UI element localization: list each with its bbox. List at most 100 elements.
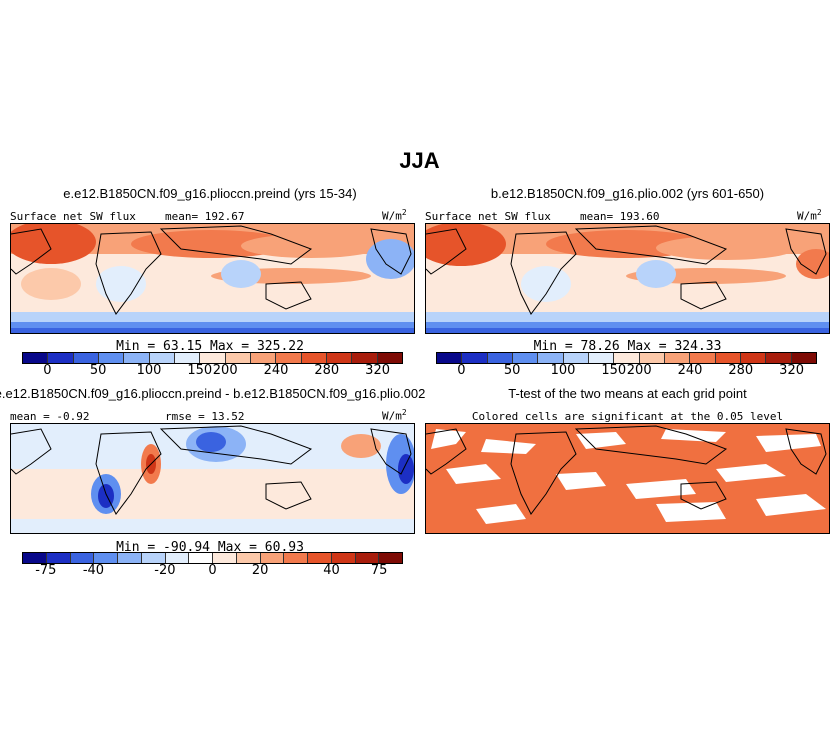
panel-1-colorbar-ticks: 0 50 100 150 200 240 280 320 — [22, 363, 403, 379]
panel-3-rmse: rmse = 13.52 — [165, 410, 245, 423]
colorbar-swatch — [46, 553, 71, 563]
panel-1-title: e.e12.B1850CN.f09_g16.plioccn.preind (yr… — [63, 186, 357, 201]
colorbar-tick-label: 240 — [677, 363, 703, 378]
panel-3-field — [11, 424, 414, 533]
colorbar-swatch — [588, 353, 615, 363]
colorbar-swatch — [740, 353, 767, 363]
colorbar-tick-label: 320 — [365, 363, 391, 378]
colorbar-tick-label: 50 — [89, 363, 107, 378]
colorbar-swatch — [487, 353, 513, 363]
panel-3-mean: mean = -0.92 — [10, 410, 90, 423]
panel-1-map — [10, 223, 415, 334]
colorbar-swatch — [379, 553, 402, 563]
panel-4-title: T-test of the two means at each grid poi… — [508, 386, 747, 401]
colorbar-swatch — [94, 553, 118, 563]
panel-2-map — [425, 223, 830, 334]
panel-3-map — [10, 423, 415, 534]
panel-2-units: W/m2 — [797, 208, 822, 223]
colorbar-swatch — [377, 353, 402, 363]
colorbar-tick-label: 280 — [728, 363, 754, 378]
colorbar-tick-label: -75 — [35, 563, 57, 578]
colorbar-swatch — [73, 353, 99, 363]
colorbar-swatch — [308, 553, 332, 563]
colorbar-tick-label: 150 — [187, 363, 213, 378]
panel-3-units: W/m2 — [382, 408, 407, 423]
colorbar-swatch — [141, 553, 166, 563]
panel-1-units: W/m2 — [382, 208, 407, 223]
colorbar-swatch — [260, 553, 285, 563]
colorbar-swatch — [437, 353, 463, 363]
colorbar-swatch — [200, 353, 226, 363]
panel-2-colorbar-ticks: 0 50 100 150 200 240 280 320 — [436, 363, 817, 379]
panel-3-title: e.e12.B1850CN.f09_g16.plioccn.preind - b… — [0, 386, 426, 401]
panel-2-field — [426, 224, 829, 333]
panel-3-colorbar-ticks: -75 -40 -20 0 20 40 75 — [22, 563, 403, 579]
colorbar-swatch — [149, 353, 175, 363]
colorbar-tick-label: 150 — [601, 363, 627, 378]
colorbar-swatch — [766, 353, 792, 363]
panel-1-field-label: Surface net SW flux — [10, 210, 136, 223]
colorbar-swatch — [23, 353, 49, 363]
colorbar-tick-label: -20 — [154, 563, 176, 578]
colorbar-swatch — [355, 553, 380, 563]
colorbar-tick-label: 0 — [43, 363, 52, 378]
colorbar-swatch — [23, 553, 47, 563]
colorbar-swatch — [462, 353, 488, 363]
colorbar-tick-label: 75 — [370, 563, 388, 578]
colorbar-tick-label: 0 — [457, 363, 466, 378]
colorbar-swatch — [331, 553, 356, 563]
colorbar-swatch — [165, 553, 190, 563]
colorbar-tick-label: 40 — [323, 563, 340, 578]
colorbar-swatch — [563, 353, 589, 363]
panel-2-minmax: Min = 78.26 Max = 324.33 — [533, 339, 722, 354]
colorbar-tick-label: 240 — [263, 363, 289, 378]
panel-4-subtitle: Colored cells are significant at the 0.0… — [471, 410, 784, 423]
colorbar-tick-label: 320 — [779, 363, 805, 378]
colorbar-swatch — [48, 353, 74, 363]
colorbar-swatch — [326, 353, 353, 363]
colorbar-swatch — [715, 353, 741, 363]
colorbar-tick-label: 0 — [208, 563, 217, 578]
panel-2-mean: mean= 193.60 — [580, 210, 660, 223]
colorbar-swatch — [174, 353, 201, 363]
colorbar-swatch — [791, 353, 816, 363]
colorbar-tick-label: 100 — [136, 363, 162, 378]
colorbar-tick-label: 200 — [626, 363, 652, 378]
panel-2-title: b.e12.B1850CN.f09_g16.plio.002 (yrs 601-… — [490, 186, 765, 201]
panel-1-mean: mean= 192.67 — [165, 210, 245, 223]
colorbar-swatch — [664, 353, 691, 363]
colorbar-tick-label: 100 — [550, 363, 576, 378]
colorbar-swatch — [213, 553, 237, 563]
figure-title: JJA — [399, 148, 440, 173]
colorbar-swatch — [284, 553, 308, 563]
colorbar-swatch — [538, 353, 564, 363]
panel-3-minmax: Min = -90.94 Max = 60.93 — [116, 540, 304, 555]
colorbar-swatch — [690, 353, 716, 363]
colorbar-swatch — [236, 553, 261, 563]
panel-1-colorbar — [22, 352, 403, 364]
panel-3-colorbar — [22, 552, 403, 564]
colorbar-tick-label: 280 — [314, 363, 340, 378]
colorbar-swatch — [70, 553, 95, 563]
panel-2-colorbar — [436, 352, 817, 364]
panel-1-field — [11, 224, 414, 333]
panel-4-map — [425, 423, 830, 534]
colorbar-swatch — [352, 353, 378, 363]
colorbar-swatch — [118, 553, 142, 563]
colorbar-swatch — [98, 353, 125, 363]
colorbar-tick-label: -40 — [82, 563, 105, 578]
colorbar-swatch — [512, 353, 539, 363]
panel-2-field-label: Surface net SW flux — [425, 210, 551, 223]
colorbar-swatch — [276, 353, 302, 363]
colorbar-swatch — [614, 353, 640, 363]
colorbar-swatch — [301, 353, 327, 363]
colorbar-tick-label: 50 — [503, 363, 521, 378]
panel-4-field — [426, 424, 829, 533]
colorbar-tick-label: 20 — [251, 563, 269, 578]
panel-1-minmax: Min = 63.15 Max = 325.22 — [116, 339, 304, 354]
colorbar-tick-label: 200 — [212, 363, 238, 378]
colorbar-swatch — [124, 353, 150, 363]
colorbar-swatch — [639, 353, 665, 363]
colorbar-swatch — [225, 353, 251, 363]
colorbar-swatch — [250, 353, 277, 363]
